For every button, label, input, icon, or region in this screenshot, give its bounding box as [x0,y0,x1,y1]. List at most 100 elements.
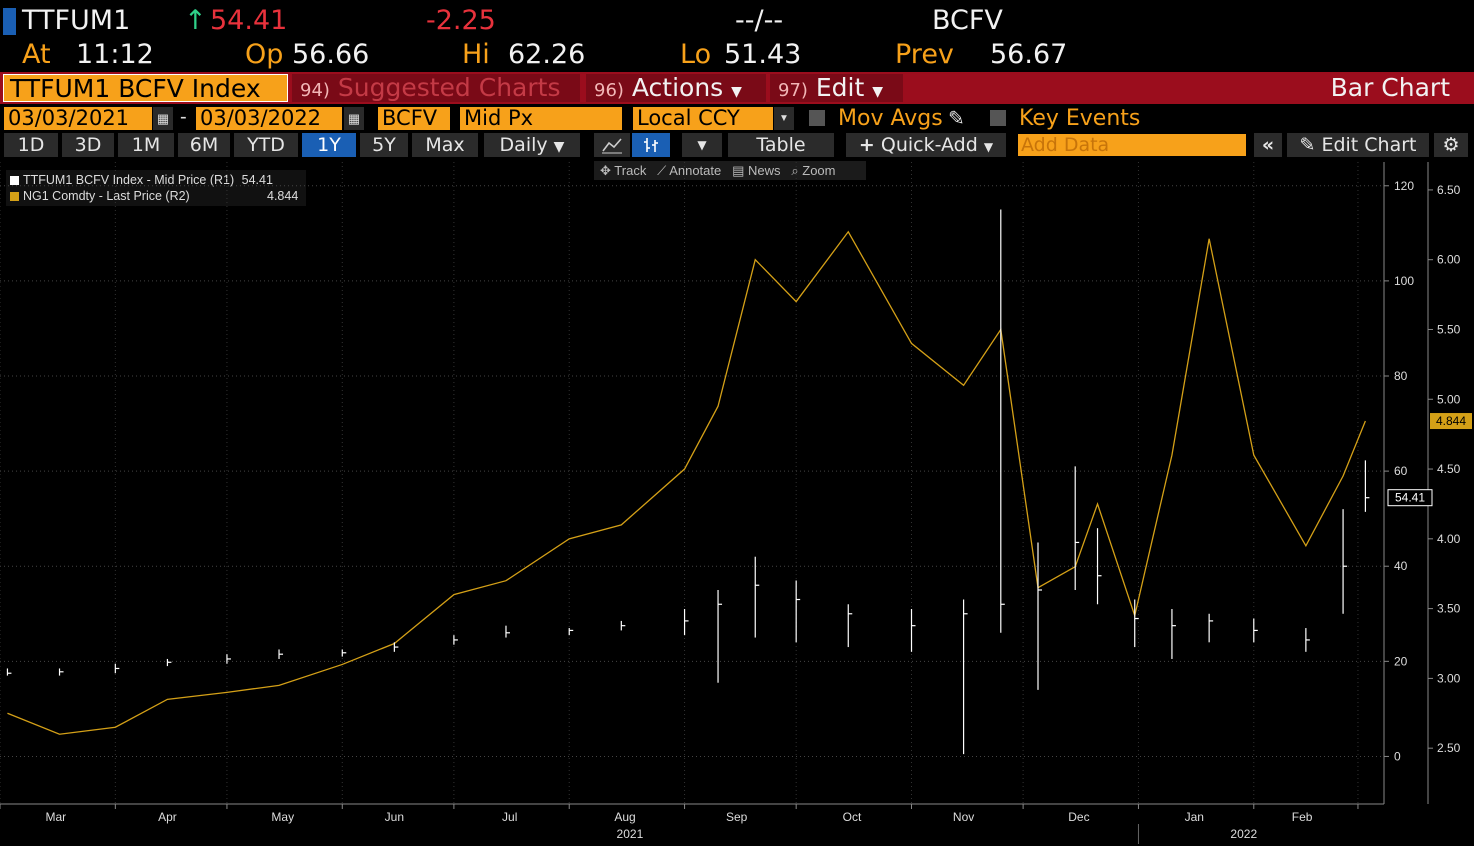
edit-menu[interactable]: 97) Edit ▼ [770,74,903,102]
r2-last-tag [1430,413,1472,430]
annotate-tool[interactable]: ⟋ Annotate [657,163,721,178]
x-tick-label: Mar [45,810,66,824]
x-tick-label: Apr [158,810,177,824]
legend-item-ng1[interactable]: NG1 Comdty - Last Price (R2) 4.844 [6,188,306,204]
r2-tick-label: 5.00 [1437,392,1461,406]
security-field[interactable]: TTFUM1 BCFV Index [3,74,288,103]
legend-label: NG1 Comdty - Last Price (R2) [23,189,190,203]
edit-chart-button[interactable]: ✎ Edit Chart [1287,133,1429,157]
bar-style-button[interactable] [632,133,670,157]
x-tick-label: Feb [1292,810,1313,824]
chart-legend[interactable]: TTFUM1 BCFV Index - Mid Price (R1) 54.41… [6,170,306,206]
open-label: Op [245,39,284,70]
key-events-label[interactable]: Key Events [1019,106,1141,131]
collapse-button[interactable]: « [1254,133,1282,157]
range-button-max[interactable]: Max [412,133,478,157]
ttfum1-price-bars [6,209,1370,755]
legend-swatch [10,192,19,201]
bid-ask: --/-- [735,5,784,36]
ohlc-bar [754,556,760,638]
plus-icon: + [858,134,875,156]
pencil-icon[interactable]: ✎ [948,108,965,130]
time-value: 11:12 [76,39,154,70]
quick-add-button[interactable]: + Quick-Add ▼ [846,133,1006,157]
ohlc-bar [795,580,801,643]
ohlc-bar [1134,599,1139,648]
ohlc-bar [683,609,689,636]
ohlc-bar [278,649,284,659]
ohlc-bar [1000,209,1005,633]
table-button[interactable]: Table [728,133,834,157]
suggested-label: Suggested Charts [337,73,561,102]
r2-tick-label: 3.00 [1437,671,1461,685]
legend-value: 4.844 [267,189,299,203]
range-button-3d[interactable]: 3D [62,133,114,157]
source-field[interactable]: BCFV [378,107,450,130]
ng1-line [7,230,1367,735]
range-button-1y[interactable]: 1Y [302,133,356,157]
ohlc-bar [341,649,347,657]
settings-button[interactable]: ⚙ [1434,133,1468,157]
caret-down-icon: ▼ [983,140,994,154]
news-icon: ▤ [732,163,745,178]
zoom-tool[interactable]: ⌕ Zoom [791,163,835,178]
legend-label: TTFUM1 BCFV Index - Mid Price (R1) [23,173,235,187]
ohlc-bar [717,590,723,683]
end-date-field[interactable]: 03/03/2022 [196,107,342,130]
chevron-down-icon: ▼ [731,84,742,100]
add-data-input[interactable] [1018,134,1246,156]
line-style-button[interactable] [594,133,630,157]
r2-last-label: 4.844 [1436,414,1466,428]
ohlc-bar [453,635,458,645]
price-chart[interactable]: 0 20 40 60 80 100 120 2.50 3.00 3.50 4.00 4.50 5.00 5… [0,162,1474,846]
range-button-1d[interactable]: 1D [4,133,58,157]
start-date-field[interactable]: 03/03/2021 [4,107,152,130]
high-value: 62.26 [508,39,586,70]
suggested-number: 94) [300,80,330,101]
chart-tools-bar: ✥ Track ⟋ Annotate ▤ News ⌕ Zoom [594,161,866,180]
r2-tick-label: 6.50 [1437,183,1461,197]
x-tick-label: May [271,810,294,824]
mov-avgs-checkbox[interactable] [809,110,825,126]
x-tick-label: Sep [726,810,748,824]
legend-item-ttfum1[interactable]: TTFUM1 BCFV Index - Mid Price (R1) 54.41 [6,172,306,188]
r2-tick-label: 3.50 [1437,602,1461,616]
chart-style-dropdown[interactable]: ▼ [682,133,722,157]
actions-label: Actions [631,73,724,102]
ticker-symbol: TTFUM1 [22,5,131,36]
ohlc-bar [1364,460,1370,512]
date-separator: - [180,106,187,128]
price-field-select[interactable]: Mid Px [460,107,622,130]
key-events-checkbox[interactable] [990,110,1006,126]
ohlc-bar [1208,613,1214,643]
time-label: At [22,39,51,70]
mov-avgs-label[interactable]: Mov Avgs [838,106,943,131]
ohlc-bar [1305,628,1310,652]
chevron-down-icon[interactable]: ▼ [774,107,794,130]
news-tool[interactable]: ▤ News [732,163,780,178]
actions-menu[interactable]: 96) Actions ▼ [586,74,766,102]
frequency-select[interactable]: Daily ▼ [484,133,580,157]
ohlc-bar [962,599,968,755]
x-tick-label: Nov [953,810,974,824]
high-label: Hi [462,39,490,70]
ohlc-bar [1253,618,1258,643]
track-tool[interactable]: ✥ Track [600,163,646,178]
currency-select[interactable]: Local CCY [633,107,773,130]
x-tick-label: Jan [1185,810,1204,824]
calendar-icon[interactable]: ▦ [153,107,173,130]
range-button-5y[interactable]: 5Y [360,133,408,157]
r1-last-label: 54.41 [1395,491,1425,505]
move-icon: ✥ [600,163,611,178]
last-price: 54.41 [210,5,288,36]
ohlc-bar [166,658,172,667]
ohlc-bar [1037,542,1042,690]
x-tick-label: Dec [1068,810,1089,824]
range-button-ytd[interactable]: YTD [234,133,298,157]
line-chart-icon [602,138,622,154]
chevron-down-icon: ▼ [872,84,884,100]
range-button-1m[interactable]: 1M [118,133,174,157]
suggested-charts-menu[interactable]: 94) Suggested Charts [292,74,580,102]
calendar-icon[interactable]: ▦ [344,107,364,130]
range-button-6m[interactable]: 6M [178,133,230,157]
